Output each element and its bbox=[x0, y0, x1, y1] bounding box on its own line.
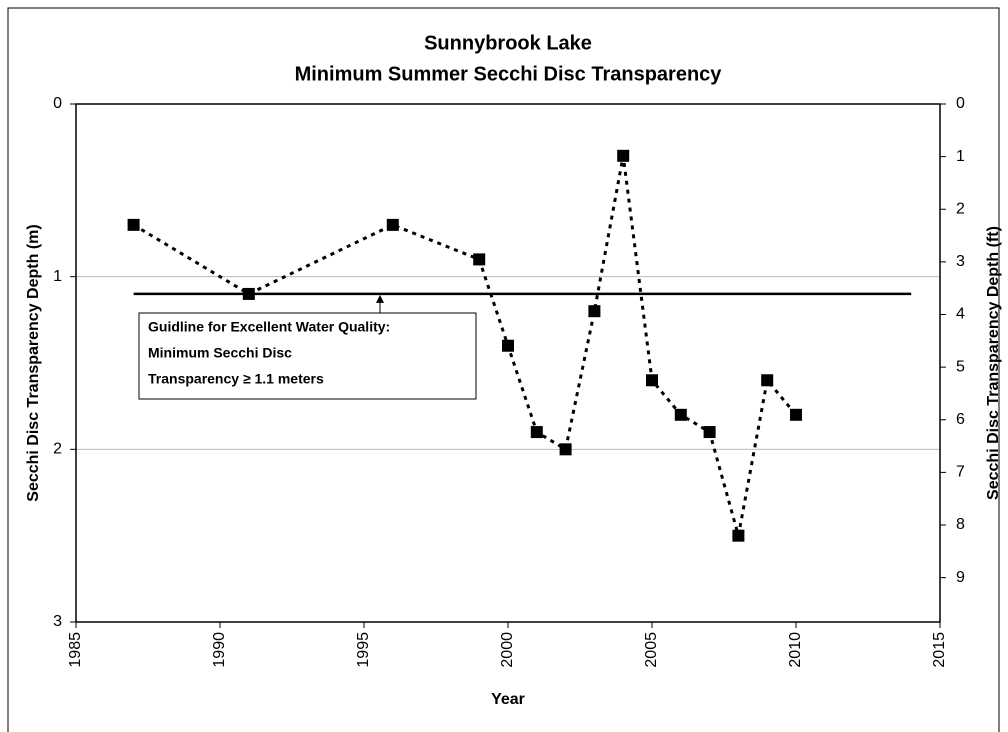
y-tick-label: 0 bbox=[53, 95, 62, 112]
y2-tick-label: 5 bbox=[956, 358, 965, 375]
chart-title: Minimum Summer Secchi Disc Transparency bbox=[295, 63, 723, 85]
marker bbox=[502, 339, 514, 352]
x-tick-label: 2010 bbox=[787, 632, 804, 668]
y2-tick-label: 3 bbox=[956, 253, 965, 270]
marker bbox=[242, 287, 255, 300]
chart-title: Sunnybrook Lake bbox=[424, 32, 592, 54]
y2-tick-label: 4 bbox=[956, 306, 965, 323]
marker bbox=[674, 408, 687, 421]
y-tick-label: 2 bbox=[53, 441, 62, 458]
x-tick-label: 1985 bbox=[67, 632, 84, 668]
x-tick-label: 2015 bbox=[931, 632, 948, 668]
annotation-arrowhead bbox=[376, 294, 384, 303]
y-tick-label: 1 bbox=[53, 268, 62, 285]
annotation-text: Transparency ≥ 1.1 meters bbox=[148, 371, 324, 387]
annotation-text: Guidline for Excellent Water Quality: bbox=[148, 319, 390, 335]
y2-tick-label: 1 bbox=[956, 148, 965, 165]
y2-tick-label: 9 bbox=[956, 569, 965, 586]
x-axis-label: Year bbox=[491, 691, 525, 708]
marker bbox=[127, 218, 140, 231]
plot-area bbox=[75, 103, 941, 623]
marker bbox=[530, 426, 543, 439]
marker bbox=[732, 529, 745, 542]
marker bbox=[646, 374, 658, 387]
marker bbox=[559, 443, 572, 456]
y-tick-label: 3 bbox=[53, 613, 62, 630]
marker bbox=[386, 218, 399, 231]
marker bbox=[761, 374, 774, 387]
y2-axis-label: Secchi Disc Transparency Depth (ft) bbox=[985, 226, 1002, 500]
marker bbox=[473, 253, 486, 266]
annotation-box bbox=[138, 312, 477, 400]
y-axis-label: Secchi Disc Transparency Depth (m) bbox=[25, 224, 42, 501]
x-tick-label: 2000 bbox=[499, 632, 516, 668]
y2-tick-label: 2 bbox=[956, 200, 965, 217]
y2-tick-label: 0 bbox=[956, 95, 965, 112]
annotation-text: Minimum Secchi Disc bbox=[148, 345, 292, 361]
x-tick-label: 1995 bbox=[355, 632, 372, 668]
x-tick-label: 2005 bbox=[643, 632, 660, 668]
marker bbox=[703, 426, 716, 439]
marker bbox=[790, 408, 802, 421]
y2-tick-label: 6 bbox=[956, 411, 965, 428]
series-line bbox=[132, 155, 798, 537]
marker bbox=[617, 149, 630, 162]
y2-tick-label: 7 bbox=[956, 464, 965, 481]
y2-tick-label: 8 bbox=[956, 516, 965, 533]
marker bbox=[588, 305, 601, 318]
x-tick-label: 1990 bbox=[211, 632, 228, 668]
